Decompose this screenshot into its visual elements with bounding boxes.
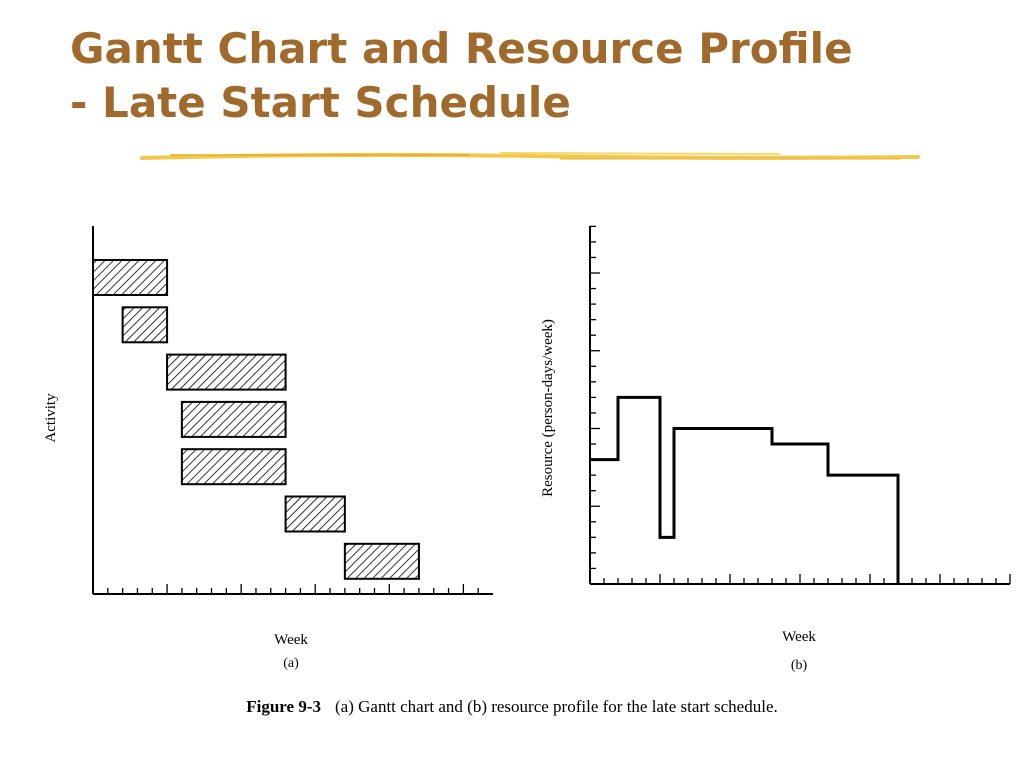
figure-caption: Figure 9-3 (a) Gantt chart and (b) resour… — [0, 697, 1024, 717]
resource-profile-line — [590, 395, 900, 584]
gantt-panel-label: (a) — [283, 656, 299, 671]
gantt-bar-d — [180, 400, 287, 438]
figure-label: Figure 9-3 — [246, 697, 321, 716]
gantt-x-axis-label: Week — [274, 632, 308, 648]
gantt-chart: Week Activity (a) — [43, 226, 493, 671]
resource-panel-label: (b) — [791, 658, 808, 673]
gantt-y-axis-label: Activity — [43, 393, 59, 443]
gantt-bar-g — [343, 542, 420, 580]
gantt-bar-a — [92, 259, 169, 296]
resource-profile-chart: Week Resource (person-days/week) (b) — [540, 225, 1011, 673]
gantt-bar-c — [166, 353, 287, 391]
figure-caption-text: (a) Gantt chart and (b) resource profile… — [335, 697, 778, 716]
resource-y-axis-label: Resource (person-days/week) — [540, 319, 556, 497]
title-divider — [140, 152, 920, 160]
gantt-bar-e — [180, 448, 287, 486]
gantt-bar-b — [121, 306, 169, 344]
resource-x-axis-label: Week — [782, 629, 816, 645]
gantt-bar-f — [284, 495, 346, 533]
slide-title-line-1: Gantt Chart and Resource Profile — [70, 24, 853, 73]
slide-title: Gantt Chart and Resource Profile - Late … — [70, 22, 853, 130]
slide-title-line-2: - Late Start Schedule — [70, 78, 571, 127]
